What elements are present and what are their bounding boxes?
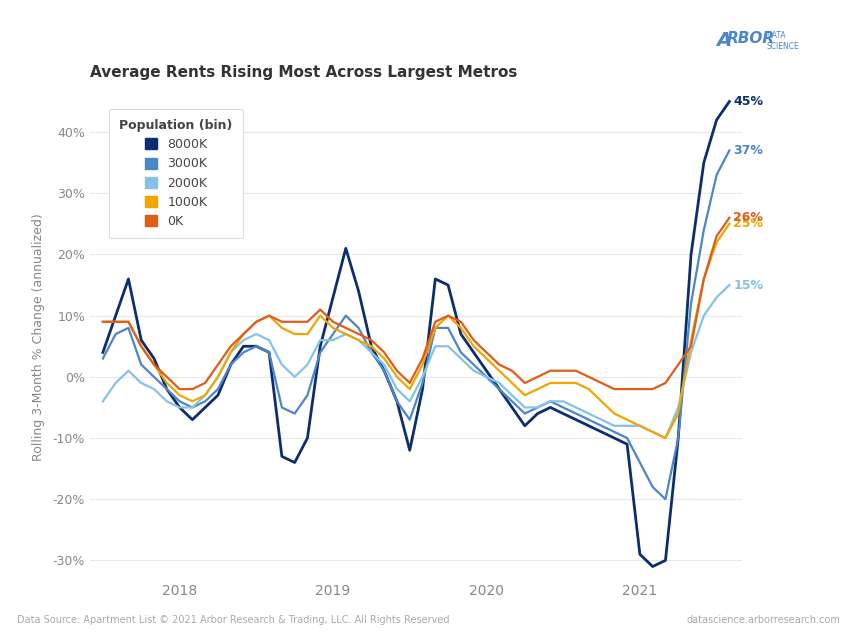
Text: DATA
SCIENCE: DATA SCIENCE: [766, 31, 799, 51]
Text: 26%: 26%: [734, 211, 763, 225]
Text: Data Source: Apartment List © 2021 Arbor Research & Trading, LLC. All Rights Res: Data Source: Apartment List © 2021 Arbor…: [17, 614, 450, 625]
Text: 45%: 45%: [734, 95, 764, 108]
Y-axis label: Rolling 3-Month % Change (annualized): Rolling 3-Month % Change (annualized): [32, 213, 45, 461]
Text: 15%: 15%: [734, 279, 764, 291]
Text: 37%: 37%: [734, 144, 763, 157]
Text: datascience.arborresearch.com: datascience.arborresearch.com: [687, 614, 841, 625]
Text: Average Rents Rising Most Across Largest Metros: Average Rents Rising Most Across Largest…: [90, 64, 517, 80]
Text: 25%: 25%: [734, 218, 764, 230]
Text: RBOR: RBOR: [727, 31, 775, 46]
Legend: 8000K, 3000K, 2000K, 1000K, 0K: 8000K, 3000K, 2000K, 1000K, 0K: [109, 109, 243, 238]
Text: A: A: [716, 31, 732, 50]
